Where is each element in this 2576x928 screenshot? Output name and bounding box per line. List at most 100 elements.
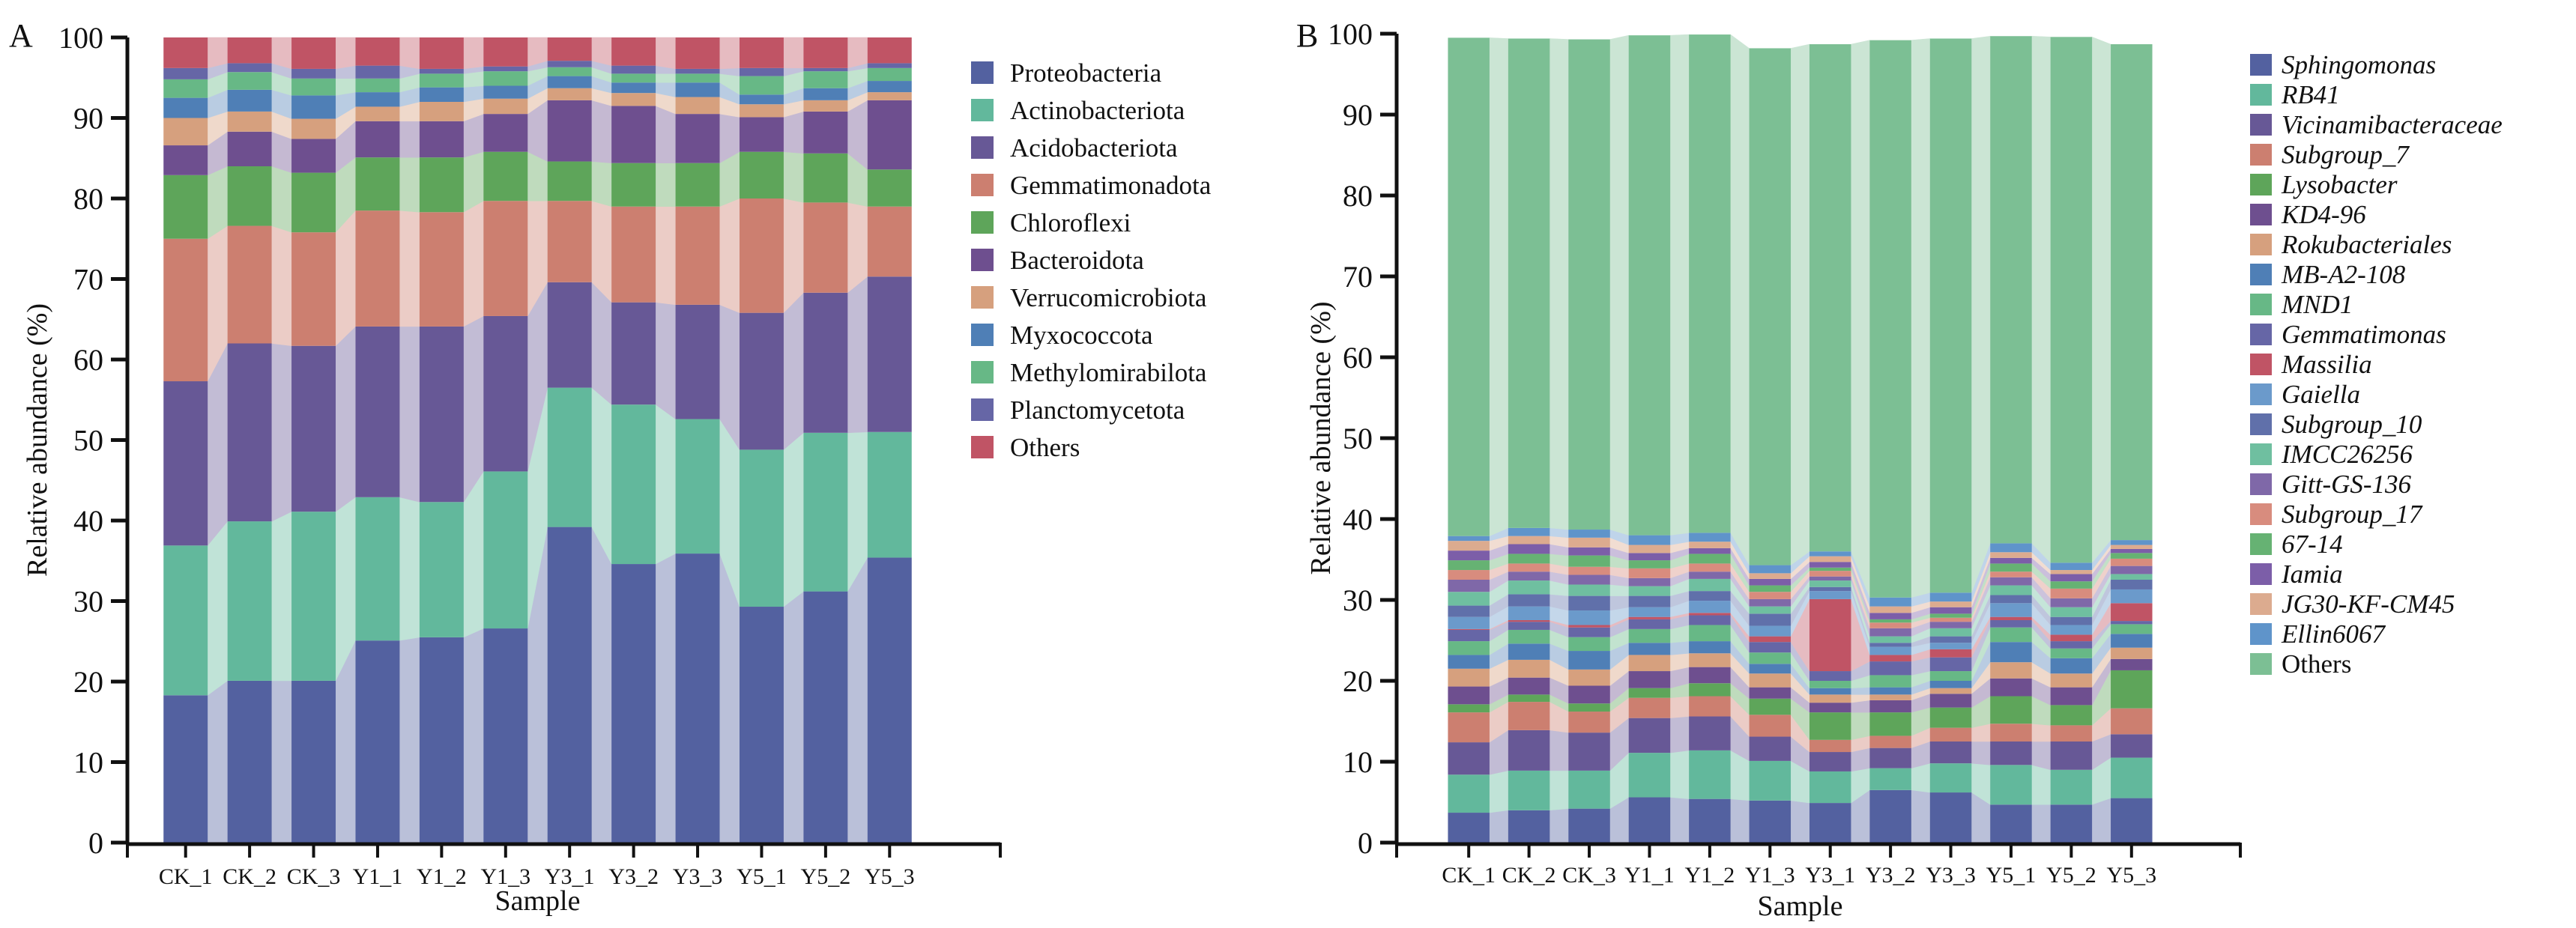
y-tick-label: 80 [73,182,103,216]
panel-label: A [9,17,33,54]
bar-segment-subgroup-17 [1628,568,1671,578]
stack-connector [1609,584,1629,596]
legend-swatch [971,136,994,159]
bar-segment-mb-a2-108 [1869,687,1911,695]
x-tick-label: Y1_2 [417,864,467,889]
y-axis-title: Relative abundance (%) [22,303,53,577]
y-tick-label: 60 [73,343,103,377]
bar-segment-chloroflexi [739,151,784,198]
bar-segment-jg30-kf-cm45 [1628,545,1671,554]
bar-segment-mb-a2-108 [1809,688,1851,695]
bar-segment-jg30-kf-cm45 [2050,570,2093,574]
legend-swatch [971,286,994,309]
bar-segment-myxococcota [547,76,592,88]
bar-segment-actinobacteriota [867,431,912,558]
legend-swatch [971,398,994,421]
bar-segment-subgroup-7 [1628,697,1671,718]
bar-segment-myxococcota [419,87,464,102]
bar-segment-subgroup-10 [1990,595,2032,604]
stack-connector [1549,808,1569,843]
bar-segment-rb41 [1990,765,2032,805]
bar-segment-acidobacteriota [227,343,272,522]
bar-segment-gitt-gs-136 [1869,628,1911,637]
legend: Proteobacteria Actinobacteriota Acidobacte… [971,58,1212,462]
bar-segment-rokubacteriales [1990,662,2032,679]
bar-segment-gaiella [1448,616,1490,629]
bar-segment-sphingomonas [1568,808,1610,843]
bar-segment-others [611,37,656,66]
stack-connector [463,200,484,327]
stack-connector [463,315,484,503]
bar-segment-verrucomicrobiota [867,92,912,100]
x-tick-label: Y5_3 [2106,863,2156,888]
bar-segment-sphingomonas [1990,804,2032,843]
legend-label: 67-14 [2282,530,2343,559]
bar-segment-rb41 [1448,774,1490,813]
bar-segment-myxococcota [867,81,912,93]
bar-segment-methylomirabilota [803,71,848,88]
bar-segment-subgroup-7 [1929,727,1972,742]
bar-segment-gaiella [1749,625,1792,637]
bar-segment-proteobacteria [227,680,272,843]
stack-connector [1730,798,1750,843]
bar-segment-myxococcota [611,82,656,94]
bar-segment-actinobacteriota [419,502,464,637]
bar-segment-lysobacter [1990,696,2032,724]
x-tick-label: Y5_1 [737,864,787,889]
bar-segment-kd4-96 [1929,694,1972,708]
bar-segment-acidobacteriota [547,282,592,388]
bar-segment-jg30-kf-cm45 [1749,573,1792,579]
stack-connector [1549,730,1569,771]
stack-connector [1669,34,1690,536]
bar-segment-methylomirabilota [739,76,784,95]
x-axis-title: Sample [1758,891,1843,922]
bar-segment-actinobacteriota [803,432,848,592]
y-tick-label: 40 [1343,503,1373,536]
bar-segment-chloroflexi [803,153,848,203]
bar-segment-67-14 [1628,560,1671,568]
bar-segment-sphingomonas [1689,798,1731,843]
legend-swatch [2250,294,2272,315]
bar-segment-gaiella [1568,610,1610,625]
bar-segment-rb41 [1809,771,1851,804]
bar-segment-bacteroidota [867,100,912,170]
bar-segment-gemmatimonadota [611,206,656,303]
bar-segment-others [2050,37,2093,563]
bar-segment-kd4-96 [1568,685,1610,704]
panel-a: 0 10 20 30 40 50 60 70 80 90 100 CK_1 CK_2 CK_3 Y1_1 Y1… [9,17,1212,917]
bar-segment-chloroflexi [675,163,720,207]
bar-segment-lysobacter [1568,703,1610,712]
bar-segment-mnd1 [1508,629,1550,644]
bar-segment-subgroup-17 [1929,617,1972,622]
bar-segment-actinobacteriota [739,449,784,607]
bar-segment-jg30-kf-cm45 [1689,542,1731,548]
bar-segment-67-14 [1749,585,1792,592]
bar-segment-others [1749,48,1792,565]
bar-segment-lysobacter [1749,698,1792,715]
bar-segment-chloroflexi [419,157,464,213]
bar-segment-gaiella [2111,589,2153,604]
bar-segment-mnd1 [1689,625,1731,642]
bar-segment-mb-a2-108 [1929,681,1972,688]
bar-segment-67-14 [1508,554,1550,564]
bar-segment-sphingomonas [1929,792,1972,843]
bar-segment-actinobacteriota [483,471,528,629]
y-tick-label: 0 [88,826,103,860]
x-tick-label: Y3_3 [673,864,723,889]
legend-swatch [971,174,994,196]
bar-segment-sphingomonas [1448,813,1490,843]
bar-segment-rb41 [1689,750,1731,799]
bar-segment-mnd1 [1990,627,2032,643]
bar-segment-methylomirabilota [291,78,336,96]
x-tick-label: Y3_1 [1805,863,1855,888]
bar-segment-bacteroidota [803,111,848,154]
bar-segment-verrucomicrobiota [355,106,400,121]
bar-segment-myxococcota [803,88,848,100]
bar-segment-gemmatimonadota [739,198,784,313]
bar-segment-67-14 [1990,563,2032,572]
bar-segment-myxococcota [355,92,400,107]
bar-segment-planctomycetota [483,66,528,72]
bar-segment-mnd1 [2050,648,2093,658]
x-tick-label: Y1_1 [353,864,403,889]
bar-segment-iamia [1689,548,1731,554]
